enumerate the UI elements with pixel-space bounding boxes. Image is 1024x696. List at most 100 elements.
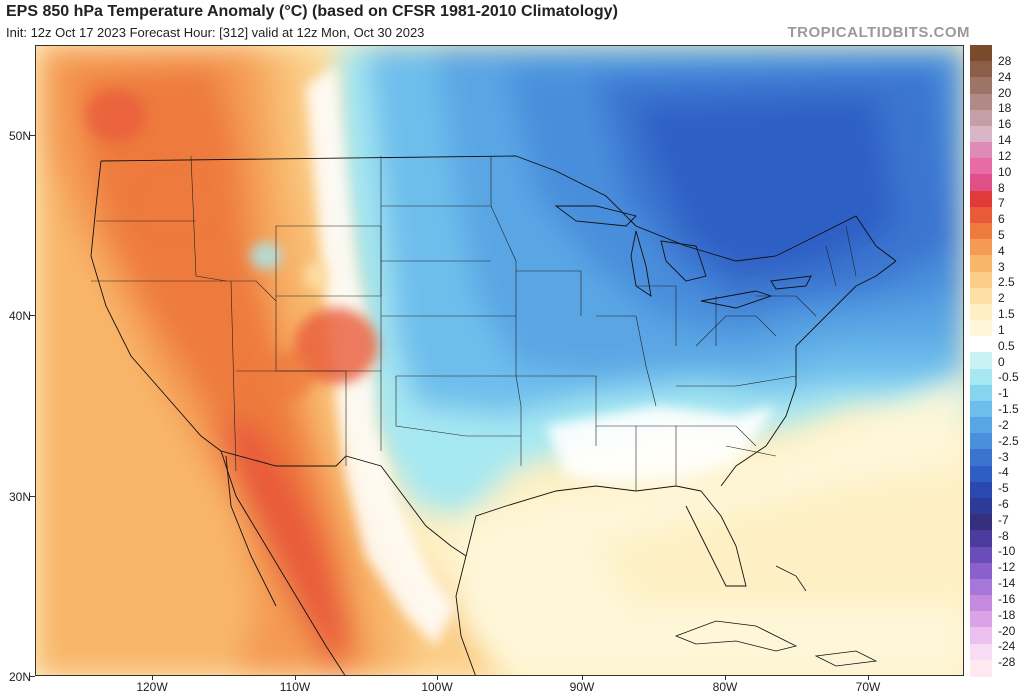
colorbar-label: 10 <box>998 164 1012 179</box>
colorbar-segment <box>970 433 992 451</box>
lat-tick <box>30 135 35 136</box>
colorbar-label: -2.5 <box>998 433 1019 448</box>
lon-tick <box>582 676 583 680</box>
colorbar-label: -5 <box>998 481 1009 496</box>
colorbar-segment <box>970 384 992 402</box>
colorbar-segment <box>970 190 992 208</box>
colorbar-label: 1.5 <box>998 307 1015 322</box>
lon-label-90w: 90W <box>569 680 595 694</box>
colorbar-segment <box>970 465 992 483</box>
colorbar-segment <box>970 255 992 273</box>
colorbar-segment <box>970 498 992 516</box>
lat-label-20n: 20N <box>8 670 31 684</box>
political-borders <box>90 155 897 675</box>
caribbean-islands <box>674 565 878 667</box>
lon-label-120w: 120W <box>136 680 168 694</box>
colorbar-label: -2 <box>998 417 1009 432</box>
colorbar-label: 0.5 <box>998 338 1015 353</box>
lon-label-70w: 70W <box>855 680 881 694</box>
colorbar-label: 28 <box>998 54 1012 68</box>
colorbar-segment <box>970 562 992 580</box>
colorbar-segment <box>970 481 992 499</box>
colorbar-segment <box>970 142 992 160</box>
colorbar-label: 3 <box>998 259 1005 274</box>
colorbar-segment <box>970 368 992 386</box>
lon-tick <box>725 676 726 680</box>
colorbar-segment <box>970 109 992 127</box>
colorbar-segment <box>970 336 992 354</box>
lon-tick <box>868 676 869 680</box>
lon-label-100w: 100W <box>421 680 453 694</box>
colorbar-label: -14 <box>998 576 1016 591</box>
lon-tick <box>152 676 153 680</box>
colorbar-segment <box>970 174 992 192</box>
lon-tick <box>295 676 296 680</box>
chart-title: EPS 850 hPa Temperature Anomaly (°C) (ba… <box>6 3 618 20</box>
colorbar-segment <box>970 287 992 305</box>
lon-label-110w: 110W <box>279 680 311 694</box>
lat-tick <box>30 315 35 316</box>
colorbar-segment <box>970 158 992 176</box>
colorbar-segment <box>970 222 992 240</box>
colorbar-label: 5 <box>998 228 1005 243</box>
colorbar-label: -7 <box>998 512 1009 527</box>
colorbar-label: -0.5 <box>998 370 1019 385</box>
colorbar-label: -10 <box>998 544 1016 559</box>
colorbar-label: -6 <box>998 496 1009 511</box>
colorbar-label: 7 <box>998 196 1005 211</box>
anomaly-map[interactable] <box>35 45 964 676</box>
colorbar-label: 12 <box>998 148 1012 163</box>
colorbar-segment <box>970 449 992 467</box>
colorbar-segment <box>970 239 992 257</box>
colorbar-label: 20 <box>998 85 1012 100</box>
colorbar-segment <box>970 546 992 564</box>
lat-tick <box>30 676 35 677</box>
colorbar-segment <box>970 320 992 338</box>
colorbar-label: -28 <box>998 655 1016 670</box>
colorbar-segment <box>970 77 992 95</box>
colorbar-label: -20 <box>998 623 1016 638</box>
colorbar-label: -1.5 <box>998 402 1019 417</box>
colorbar-label: -8 <box>998 528 1009 543</box>
colorbar-segment <box>970 303 992 321</box>
colorbar-label: 16 <box>998 117 1012 132</box>
colorbar-segment <box>970 271 992 289</box>
colorbar-label: 8 <box>998 180 1005 195</box>
lat-label-50n: 50N <box>8 129 31 143</box>
colorbar-label: -18 <box>998 607 1016 622</box>
colorbar-label: 2 <box>998 291 1005 306</box>
lat-tick <box>30 496 35 497</box>
colorbar-segment <box>970 611 992 629</box>
lat-label-40n: 40N <box>8 309 31 323</box>
brand-logo-text: TROPICALTIDBITS.COM <box>787 24 970 41</box>
colorbar-segment <box>970 417 992 435</box>
colorbar-label: 18 <box>998 101 1012 116</box>
colorbar-label: 14 <box>998 133 1012 148</box>
lat-label-30n: 30N <box>8 490 31 504</box>
colorbar-segment <box>970 352 992 370</box>
colorbar-label: 24 <box>998 69 1012 84</box>
colorbar-label: 1 <box>998 322 1005 337</box>
chart-subtitle: Init: 12z Oct 17 2023 Forecast Hour: [31… <box>6 25 425 40</box>
colorbar-segment <box>970 514 992 532</box>
colorbar-segment <box>970 530 992 548</box>
colorbar-segment <box>970 578 992 596</box>
colorbar <box>970 45 992 677</box>
colorbar-segment <box>970 45 992 62</box>
colorbar-segment <box>970 595 992 613</box>
colorbar-label: -4 <box>998 465 1009 480</box>
colorbar-segment <box>970 659 992 677</box>
colorbar-segment <box>970 643 992 661</box>
colorbar-label: 0 <box>998 354 1005 369</box>
colorbar-segment <box>970 93 992 111</box>
colorbar-label: 2.5 <box>998 275 1015 290</box>
colorbar-label: -24 <box>998 639 1016 654</box>
colorbar-label: 6 <box>998 212 1005 227</box>
anomaly-field <box>36 46 963 675</box>
lon-tick <box>437 676 438 680</box>
colorbar-label: -12 <box>998 560 1016 575</box>
colorbar-segment <box>970 627 992 645</box>
lon-label-80w: 80W <box>712 680 738 694</box>
colorbar-segment <box>970 61 992 79</box>
colorbar-segment <box>970 125 992 143</box>
